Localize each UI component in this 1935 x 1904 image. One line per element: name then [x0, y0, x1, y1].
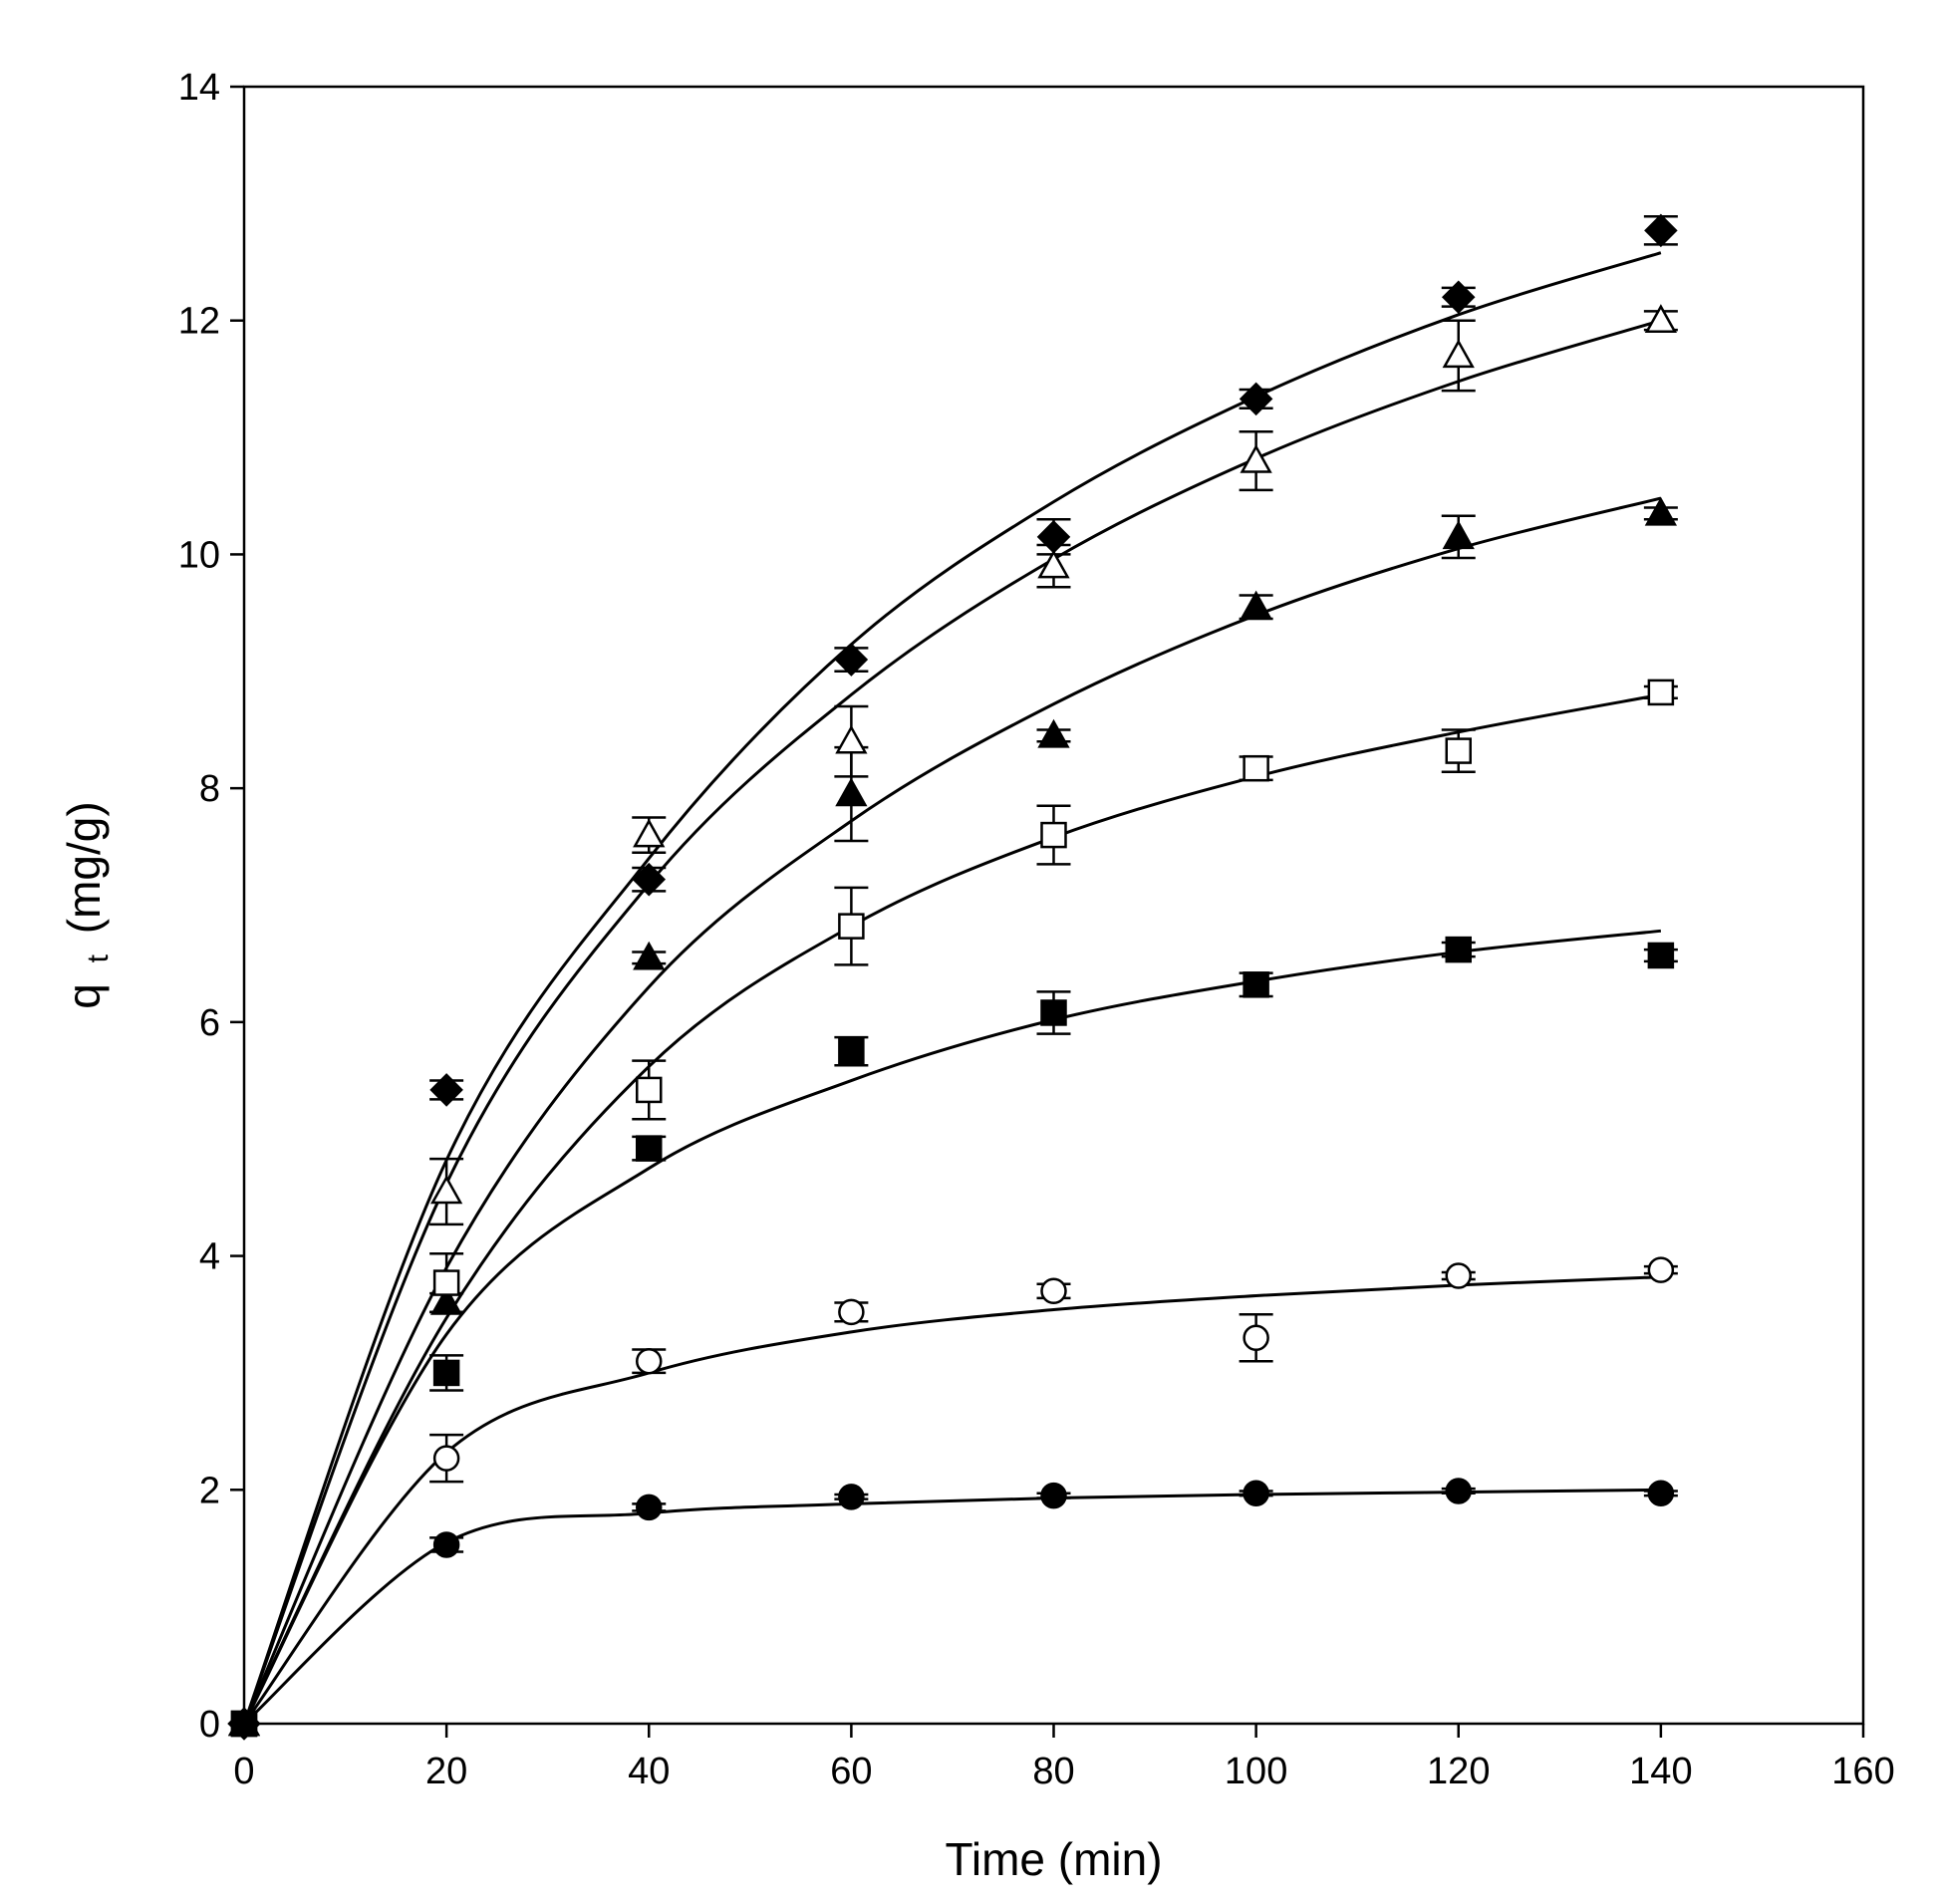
- data-point-open-square: [1040, 821, 1067, 849]
- data-point-filled-diamond: [1644, 213, 1678, 248]
- data-markers: [227, 213, 1678, 1741]
- fit-curve-filled-triangle: [242, 496, 1662, 1725]
- x-tick-label: 20: [425, 1751, 467, 1792]
- data-point-filled-square: [1445, 936, 1472, 963]
- data-point-open-triangle: [835, 724, 868, 754]
- data-point-filled-square: [1040, 999, 1067, 1026]
- data-point-open-square: [1647, 679, 1675, 706]
- x-tick-label: 0: [233, 1751, 254, 1792]
- data-point-filled-diamond: [1239, 382, 1273, 416]
- data-point-filled-square: [636, 1135, 663, 1162]
- x-tick-label: 100: [1225, 1751, 1287, 1792]
- x-tick-label: 140: [1629, 1751, 1692, 1792]
- x-tick-label: 40: [628, 1751, 670, 1792]
- y-tick-label: 12: [178, 301, 220, 343]
- data-point-open-triangle: [1037, 549, 1070, 579]
- data-point-open-circle: [1647, 1256, 1675, 1283]
- data-point-open-circle: [432, 1445, 460, 1472]
- fit-curve-open-triangle: [242, 319, 1662, 1725]
- x-tick-label: 160: [1831, 1751, 1894, 1792]
- data-point-open-square: [636, 1076, 663, 1104]
- axis-ticks: 0 20 40 60 80 100 120 140 160 0 2 4 6 8 10 12 14: [178, 67, 1895, 1792]
- data-point-open-circle: [1445, 1262, 1472, 1289]
- fit-curve-filled-diamond: [242, 251, 1662, 1725]
- y-axis-label-main: q: [58, 983, 110, 1009]
- data-point-open-triangle: [1644, 304, 1678, 333]
- data-point-open-circle: [1243, 1324, 1269, 1351]
- data-point-open-triangle: [1240, 443, 1272, 473]
- data-point-filled-diamond: [632, 862, 667, 897]
- data-point-filled-diamond: [429, 1073, 463, 1107]
- x-tick-label: 60: [830, 1751, 872, 1792]
- data-point-filled-circle: [432, 1531, 460, 1558]
- data-point-filled-circle: [1445, 1478, 1472, 1504]
- data-point-filled-square: [432, 1359, 460, 1387]
- data-point-filled-triangle: [633, 941, 666, 970]
- data-point-filled-diamond: [1441, 280, 1476, 315]
- fit-curve-filled-square: [242, 929, 1662, 1725]
- fit-curves: [242, 251, 1662, 1726]
- y-axis-label: q t (mg/g): [58, 801, 118, 1008]
- fit-curve-filled-circle: [242, 1488, 1661, 1726]
- data-point-filled-square: [1647, 942, 1675, 969]
- y-tick-label: 10: [178, 534, 220, 576]
- data-point-filled-triangle: [1442, 520, 1475, 550]
- data-point-open-square: [838, 913, 865, 940]
- data-point-filled-circle: [838, 1484, 865, 1510]
- data-point-filled-circle: [1647, 1480, 1675, 1507]
- data-point-open-triangle: [633, 818, 666, 848]
- data-point-open-triangle: [1442, 339, 1475, 369]
- data-point-open-square: [1445, 737, 1472, 764]
- x-axis-label: Time (min): [945, 1833, 1162, 1885]
- x-tick-label: 120: [1427, 1751, 1490, 1792]
- data-point-filled-triangle: [1644, 496, 1678, 526]
- data-point-filled-triangle: [1037, 718, 1070, 748]
- error-bars: [429, 215, 1678, 1553]
- data-point-open-square: [432, 1269, 460, 1296]
- y-tick-label: 4: [199, 1236, 220, 1278]
- x-tick-label: 80: [1032, 1751, 1074, 1792]
- data-point-filled-diamond: [834, 643, 869, 677]
- y-tick-label: 14: [178, 67, 220, 109]
- data-point-filled-circle: [636, 1494, 663, 1521]
- data-point-filled-triangle: [429, 1285, 463, 1315]
- y-tick-label: 6: [199, 1002, 220, 1044]
- data-point-open-circle: [838, 1298, 865, 1326]
- y-axis-label-subscript: t: [82, 953, 115, 962]
- y-axis-label-unit: (mg/g): [58, 801, 110, 934]
- data-point-filled-square: [838, 1037, 865, 1065]
- data-point-filled-diamond: [1036, 520, 1071, 554]
- data-point-open-triangle: [429, 1175, 463, 1205]
- y-tick-label: 2: [199, 1470, 220, 1511]
- data-point-filled-circle: [1040, 1482, 1067, 1509]
- data-point-filled-square: [1243, 971, 1269, 998]
- data-point-filled-triangle: [835, 777, 868, 807]
- y-tick-label: 0: [199, 1704, 220, 1746]
- fit-curve-open-square: [242, 692, 1662, 1725]
- data-point-open-circle: [1040, 1277, 1067, 1305]
- data-point-filled-circle: [1243, 1480, 1269, 1507]
- data-point-open-square: [1243, 754, 1269, 782]
- data-point-open-circle: [636, 1347, 663, 1375]
- y-tick-label: 8: [199, 768, 220, 810]
- data-point-filled-triangle: [1240, 590, 1272, 620]
